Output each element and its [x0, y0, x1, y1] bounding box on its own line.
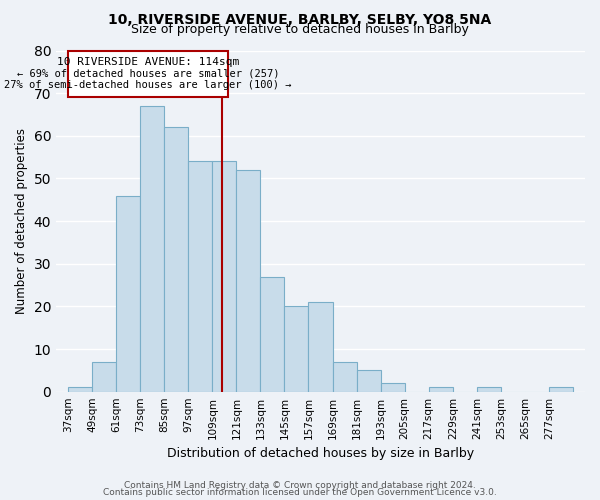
Bar [260, 276, 284, 392]
Bar [429, 388, 453, 392]
Bar [284, 306, 308, 392]
Bar [236, 170, 260, 392]
Text: 27% of semi-detached houses are larger (100) →: 27% of semi-detached houses are larger (… [4, 80, 292, 90]
Bar [116, 196, 140, 392]
Bar [380, 383, 404, 392]
Bar [188, 162, 212, 392]
Text: Size of property relative to detached houses in Barlby: Size of property relative to detached ho… [131, 22, 469, 36]
Text: Contains HM Land Registry data © Crown copyright and database right 2024.: Contains HM Land Registry data © Crown c… [124, 480, 476, 490]
Text: Contains public sector information licensed under the Open Government Licence v3: Contains public sector information licen… [103, 488, 497, 497]
X-axis label: Distribution of detached houses by size in Barlby: Distribution of detached houses by size … [167, 447, 474, 460]
Bar [477, 388, 501, 392]
Bar [356, 370, 380, 392]
Bar [68, 50, 229, 98]
Bar [549, 388, 573, 392]
Y-axis label: Number of detached properties: Number of detached properties [15, 128, 28, 314]
Bar [140, 106, 164, 392]
Bar [164, 128, 188, 392]
Bar [332, 362, 356, 392]
Text: 10, RIVERSIDE AVENUE, BARLBY, SELBY, YO8 5NA: 10, RIVERSIDE AVENUE, BARLBY, SELBY, YO8… [109, 12, 491, 26]
Bar [68, 388, 92, 392]
Text: 10 RIVERSIDE AVENUE: 114sqm: 10 RIVERSIDE AVENUE: 114sqm [57, 57, 239, 67]
Bar [212, 162, 236, 392]
Bar [92, 362, 116, 392]
Text: ← 69% of detached houses are smaller (257): ← 69% of detached houses are smaller (25… [17, 68, 280, 78]
Bar [308, 302, 332, 392]
